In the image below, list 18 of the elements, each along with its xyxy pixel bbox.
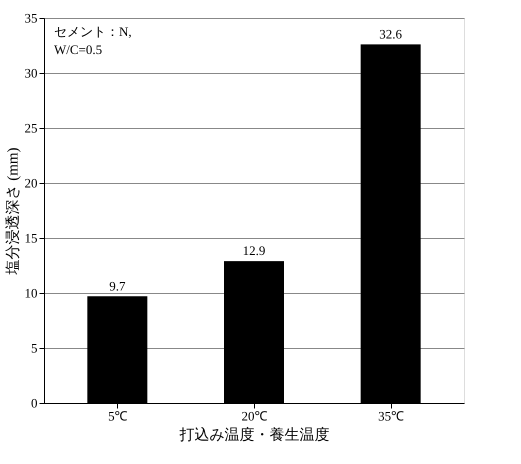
y-tick-label: 0	[31, 396, 38, 410]
x-axis-title: 打込み温度・養生温度	[178, 426, 330, 444]
x-tick-label: 20℃	[242, 408, 268, 424]
y-tick-label: 35	[24, 10, 38, 26]
y-tick-label: 5	[31, 340, 38, 356]
x-tick-label: 5℃	[108, 408, 128, 424]
y-tick-label: 15	[24, 230, 38, 246]
y-tick-label: 30	[24, 66, 38, 80]
data-label: 12.9	[242, 243, 266, 258]
annotation: W/C=0.5	[54, 42, 102, 57]
annotation: セメント：N,	[54, 24, 132, 39]
data-label: 32.6	[379, 26, 403, 42]
y-tick-label: 25	[24, 120, 38, 136]
data-label: 9.7	[109, 278, 126, 294]
x-tick-label: 35℃	[378, 408, 404, 424]
y-axis-title: 塩分浸透深さ (mm)	[4, 147, 22, 276]
y-tick-label: 10	[24, 286, 38, 300]
y-tick-label: 20	[24, 176, 38, 190]
